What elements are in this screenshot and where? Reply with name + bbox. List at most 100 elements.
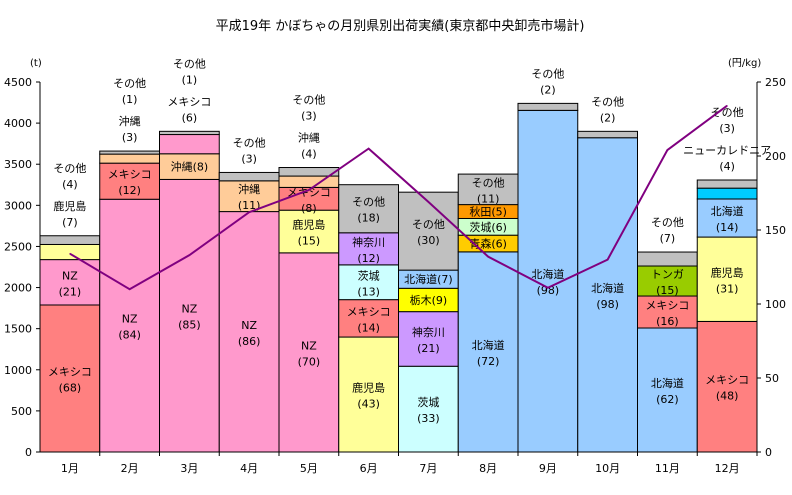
segment-label: その他 [352,196,385,209]
segment-label: NZ [301,339,317,352]
x-tick-label: 1月 [61,462,79,475]
segment-label: 秋田(5) [469,205,507,219]
segment-label-pct: (43) [357,398,380,411]
segment-label-pct: (11) [238,199,261,212]
above-label-pct: (6) [182,111,198,124]
above-label: メキシコ [167,95,211,108]
segment-label: 沖縄(8) [171,160,209,174]
bar-segment [398,191,459,271]
bar-segment [338,336,399,453]
right-y-tick-label: 0 [765,446,772,459]
above-label: 沖縄 [298,131,320,145]
segment-label: その他 [472,176,505,189]
right-y-tick-label: 200 [765,150,786,163]
segment-label: 神奈川 [352,235,385,249]
x-tick-label: 7月 [419,462,437,475]
above-label-pct: (2) [540,83,556,96]
segment-label-pct: (85) [178,319,201,332]
right-axis-unit: (円/kg) [728,58,761,69]
bar-segment [159,130,220,136]
axes-group: 1月 2月 3月 4月 5月 6月 7月 8月 9月 10月 11月 12月0500100015002… [4,76,786,475]
right-y-tick-label: 250 [765,76,786,89]
bar-segment [696,187,758,200]
segment-label: メキシコ [287,186,331,199]
segment-label: 沖縄 [238,182,260,196]
price-point [69,253,71,255]
price-point [368,148,370,150]
above-label: その他 [233,136,266,149]
segment-label-pct: (21) [59,285,82,298]
segment-label-pct: (12) [118,184,141,197]
segment-label-pct: (86) [238,335,261,348]
bar-segment [39,235,101,245]
segment-label: 鹿児島 [711,265,744,279]
above-label-pct: (3) [241,152,257,165]
left-y-tick-label: 1000 [4,364,32,377]
bars-group: メキシコ (68) NZ (21) その他 (4) 鹿児島 (7) NZ (84) メキシコ (12)… [39,57,771,453]
segment-label: 鹿児島 [352,381,385,395]
above-label: その他 [173,57,206,70]
segment-label: メキシコ [48,365,92,378]
price-point [427,201,429,203]
price-line-group [69,104,728,291]
above-label-pct: (2) [600,111,616,124]
segment-label-pct: (14) [716,221,739,234]
chart-title: 平成19年 かぼちゃの月別県別出荷実績(東京都中央卸売市場計) [216,18,585,34]
left-y-tick-label: 3000 [4,199,32,212]
segment-label: 茨城(6) [469,220,507,234]
segment-label: メキシコ [705,374,749,387]
price-point [248,211,250,213]
left-y-tick-label: 2500 [4,240,32,253]
bar-segment [696,320,758,453]
x-tick-label: 5月 [300,462,318,475]
above-label: その他 [711,106,744,119]
above-label-pct: (4) [719,160,735,173]
bar-segment [278,209,340,254]
segment-label: トンガ [651,268,684,281]
segment-label-pct: (98) [537,284,560,297]
price-point [607,259,609,261]
bar-segment [39,259,101,306]
segment-label: 北海道 [531,267,564,281]
segment-label-pct: (72) [477,355,500,368]
segment-label: NZ [181,303,197,316]
bar-segment [338,299,399,338]
segment-label-pct: (15) [656,284,679,297]
right-y-tick-label: 100 [765,298,786,311]
segment-label: 茨城 [358,268,380,282]
segment-label: メキシコ [347,305,391,318]
segment-label-pct: (11) [477,192,500,205]
price-point [666,149,668,151]
above-label: その他 [113,77,146,90]
segment-label: 北海道 [591,281,624,295]
left-y-tick-label: 500 [11,405,32,418]
segment-label-pct: (8) [301,202,317,215]
bar-segment [338,184,399,234]
left-y-tick-label: 3500 [4,158,32,171]
left-y-tick-label: 2000 [4,282,32,295]
segment-label: メキシコ [108,168,152,181]
above-label-pct: (1) [122,93,138,106]
bar-segment [159,153,220,180]
bar-segment [218,180,280,213]
bar-segment [159,134,220,155]
above-label-pct: (7) [62,216,78,229]
bar-segment [159,178,220,453]
above-label: ニューカレドニア [683,144,771,157]
bar-segment [218,171,280,182]
left-y-tick-label: 0 [25,446,32,459]
segment-label-pct: (21) [417,342,440,355]
segment-label-pct: (68) [59,381,82,394]
x-tick-label: 6月 [360,462,378,475]
above-label-pct: (7) [660,232,676,245]
bar-segment [278,252,340,453]
bar-segment [637,295,698,329]
bar-segment [696,198,758,238]
segment-label: 鹿児島 [292,218,325,232]
right-y-tick-label: 50 [765,372,779,385]
bar-segment [398,311,459,367]
segment-label: メキシコ [645,299,689,312]
segment-label-pct: (48) [716,390,739,403]
above-label-pct: (4) [62,178,78,191]
